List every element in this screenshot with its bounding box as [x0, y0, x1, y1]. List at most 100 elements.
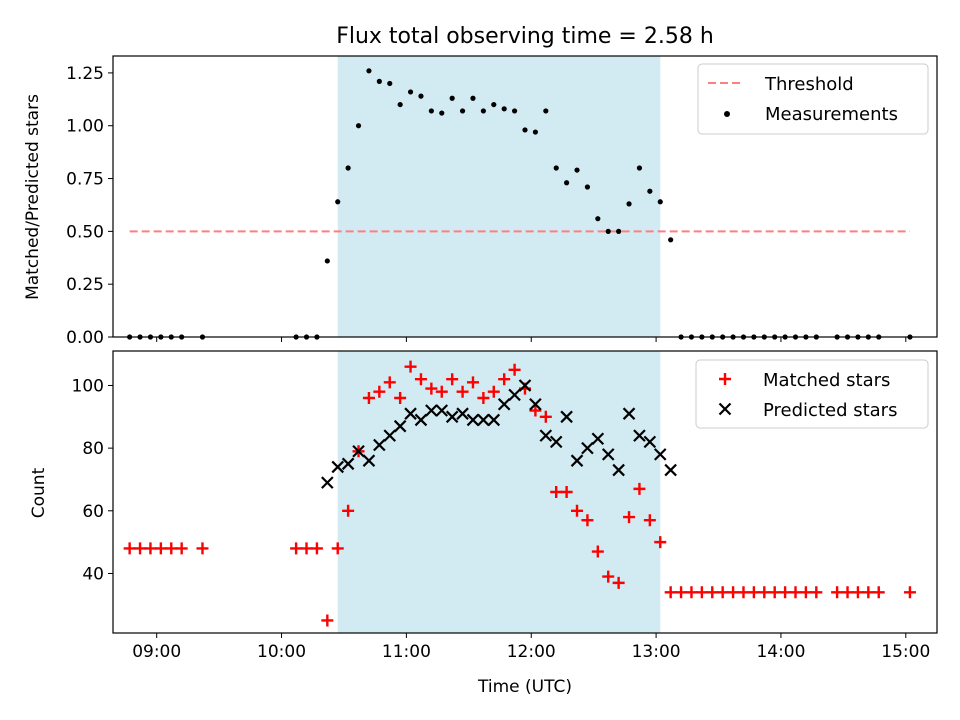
measurement-point	[647, 188, 653, 194]
matched-point	[727, 586, 740, 599]
matched-point	[300, 542, 313, 555]
measurement-point	[668, 237, 674, 243]
legend-matched-marker	[719, 373, 731, 385]
matched-point	[383, 376, 396, 389]
predicted-point	[622, 407, 636, 420]
measurement-point	[605, 228, 611, 234]
measurement-point	[449, 95, 455, 101]
matched-point	[591, 545, 604, 558]
matched-point	[716, 586, 729, 599]
matched-point	[394, 392, 407, 404]
matched-point	[831, 586, 844, 599]
matched-point	[466, 376, 479, 389]
measurement-point	[345, 165, 351, 171]
measurement-point	[616, 228, 622, 234]
matched-point	[758, 586, 771, 599]
predicted-point	[508, 388, 521, 402]
measurement-point	[511, 108, 518, 114]
matched-point	[675, 586, 688, 599]
legend-threshold-label: Threshold	[764, 74, 854, 95]
matched-point	[373, 385, 386, 398]
matched-point	[706, 586, 719, 599]
predicted-point	[539, 429, 553, 442]
measurement-point	[553, 165, 559, 171]
measurement-point	[376, 78, 382, 84]
legend-matched-label: Matched stars	[763, 370, 890, 391]
bottom-x-tick-label: 11:00	[382, 642, 431, 662]
bottom-y-tick-label: 60	[82, 502, 104, 522]
matched-point	[529, 404, 542, 417]
bottom-x-tick-label: 12:00	[507, 642, 556, 662]
top-axes-frame	[112, 55, 938, 338]
bottom-predicted-points	[321, 379, 677, 489]
matched-point	[685, 586, 698, 599]
matched-point	[154, 542, 167, 555]
predicted-point	[529, 397, 542, 411]
bottom-x-tick-label: 15:00	[881, 642, 930, 662]
predicted-point	[352, 444, 365, 458]
matched-point	[144, 542, 157, 555]
predicted-point	[601, 448, 615, 461]
predicted-point	[404, 407, 417, 420]
matched-point	[851, 586, 864, 599]
matched-point	[737, 586, 750, 599]
matched-point	[841, 586, 854, 599]
top-y-axis-label: Matched/Predicted stars	[23, 94, 43, 300]
legend-predicted-marker	[718, 402, 732, 416]
measurement-point	[418, 93, 424, 99]
predicted-point	[497, 397, 511, 411]
measurement-point	[439, 110, 445, 116]
measurement-point	[522, 127, 528, 133]
measurement-point	[532, 129, 539, 135]
bottom-y-tick-label: 80	[82, 439, 104, 459]
predicted-point	[570, 454, 584, 467]
top-panel: 0.00 0.25 0.50 0.75 1.00 1.25 Matched/Predict…	[23, 55, 938, 348]
measurement-point	[324, 258, 330, 264]
matched-point	[779, 586, 792, 599]
legend-measurement-label: Measurements	[765, 104, 898, 125]
measurement-point	[355, 123, 362, 129]
bottom-legend-box	[695, 359, 929, 429]
matched-point	[290, 542, 303, 555]
matched-point	[331, 542, 344, 555]
top-y-tick-label: 0.00	[66, 328, 104, 348]
measurement-point	[543, 108, 549, 114]
predicted-point	[425, 404, 438, 417]
matched-point	[602, 570, 615, 583]
matched-point	[903, 586, 916, 599]
measurement-point	[459, 108, 466, 114]
bottom-panel: 40 60 80 100 09:00 10:00 11:00 12:00 13:00 14:00…	[29, 350, 938, 697]
predicted-point	[445, 410, 459, 424]
measurement-point	[574, 167, 580, 173]
predicted-point	[341, 457, 355, 471]
matched-point	[435, 385, 448, 398]
predicted-point	[581, 441, 594, 455]
predicted-point	[466, 413, 480, 427]
matched-point	[362, 392, 375, 404]
bottom-legend: Matched stars Predicted stars	[695, 359, 929, 429]
matched-point	[862, 586, 875, 599]
measurement-point	[584, 184, 591, 190]
predicted-point	[435, 404, 449, 417]
matched-point	[560, 486, 573, 498]
matched-point	[196, 542, 209, 555]
predicted-point	[664, 463, 677, 477]
matched-point	[799, 586, 812, 599]
predicted-point	[549, 435, 563, 449]
matched-point	[165, 542, 178, 555]
measurement-point	[428, 108, 434, 114]
top-y-tick-label: 0.25	[66, 275, 104, 295]
measurement-point	[387, 80, 393, 87]
measurement-point	[397, 101, 403, 108]
predicted-point	[643, 435, 657, 449]
bottom-y-tick-label: 40	[82, 564, 104, 584]
measurement-point	[501, 106, 507, 112]
top-y-axis: 0.00 0.25 0.50 0.75 1.00 1.25	[66, 64, 113, 348]
legend-matched-swatch	[719, 373, 731, 385]
chart-title: Flux total observing time = 2.58 h	[336, 24, 714, 49]
top-y-tick-label: 0.50	[66, 222, 104, 242]
matched-point	[446, 373, 459, 386]
bottom-observing-span	[337, 351, 661, 633]
predicted-point	[383, 429, 397, 442]
